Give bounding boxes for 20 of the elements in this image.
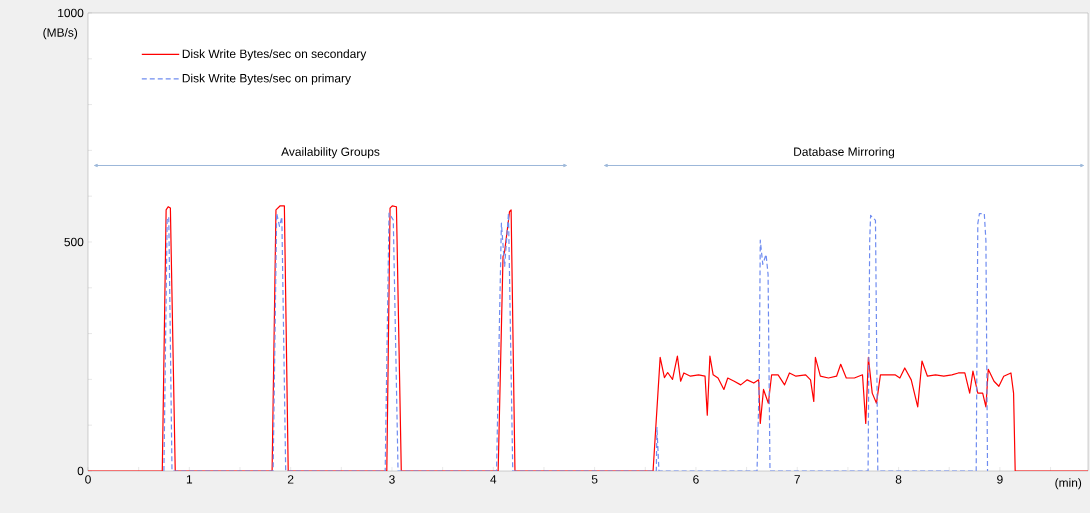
x-tick-label: 9	[997, 475, 1003, 484]
annotation: Availability Groups	[281, 147, 380, 159]
x-axis-title: (min)	[1055, 478, 1082, 490]
y-tick-label: 500	[64, 237, 84, 247]
line-series	[163, 212, 989, 471]
annotation: Database Mirroring	[794, 147, 895, 159]
legend-label: Disk Write Bytes/sec on secondary	[182, 49, 367, 61]
x-tick-label: 7	[794, 475, 800, 484]
x-tick-label: 2	[287, 475, 294, 484]
legend-label: Disk Write Bytes/sec on primary	[182, 73, 351, 85]
x-tick-label: 6	[693, 475, 699, 484]
y-axis-title: (MB/s)	[43, 28, 78, 40]
y-tick-label: 1000	[58, 8, 84, 18]
y-tick-label: 0	[77, 466, 84, 476]
x-tick-label: 3	[389, 475, 395, 484]
x-tick-label: 0	[85, 475, 91, 484]
x-tick-label: 1	[186, 475, 193, 484]
x-tick-label: 5	[591, 475, 598, 484]
x-tick-label: 4	[490, 475, 497, 484]
x-tick-label: 8	[895, 475, 902, 484]
